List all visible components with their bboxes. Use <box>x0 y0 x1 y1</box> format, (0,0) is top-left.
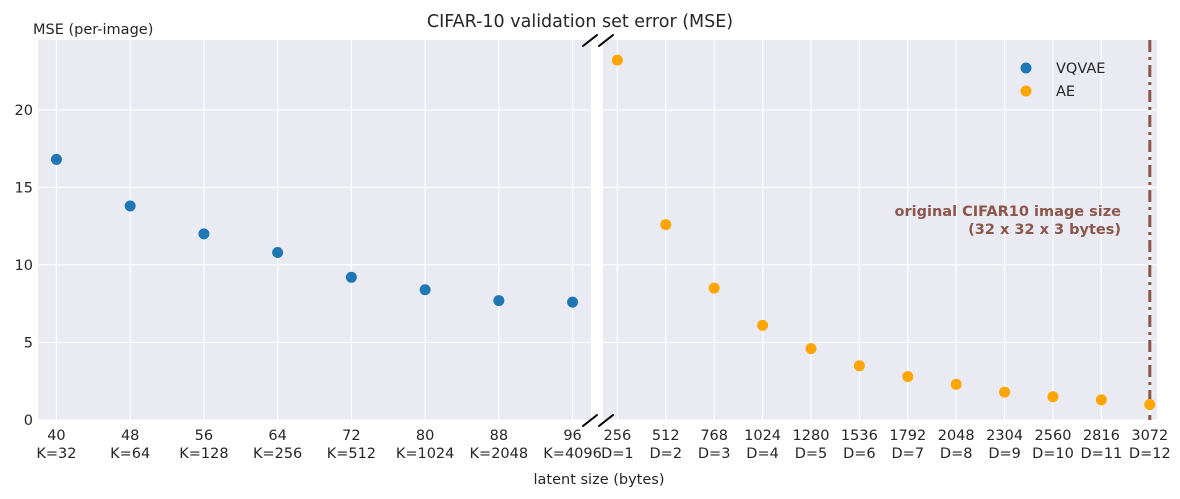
x-tick-label-72: 72 <box>342 428 360 444</box>
x-tick-sublabel-2560: D=10 <box>1032 446 1074 462</box>
chart-title: CIFAR-10 validation set error (MSE) <box>427 12 733 32</box>
point-vqvae-48 <box>124 200 136 212</box>
point-vqvae-80 <box>419 284 431 296</box>
point-ae-1536 <box>853 360 865 372</box>
y-tick-label-0: 0 <box>24 413 33 429</box>
x-tick-label-1536: 1536 <box>841 428 878 444</box>
x-tick-label-80: 80 <box>416 428 434 444</box>
point-ae-512 <box>660 219 672 231</box>
x-tick-sublabel-72: K=512 <box>327 446 376 462</box>
right-plot-background <box>603 40 1157 420</box>
break-mark-bottom-right <box>598 414 614 427</box>
reference-label-line1: original CIFAR10 image size <box>895 204 1122 220</box>
x-tick-sublabel-88: K=2048 <box>470 446 529 462</box>
legend-label-ae: AE <box>1056 84 1075 100</box>
x-tick-sublabel-56: K=128 <box>179 446 228 462</box>
x-tick-sublabel-80: K=1024 <box>396 446 455 462</box>
break-mark-top-left <box>582 34 598 47</box>
point-vqvae-88 <box>493 295 505 307</box>
legend: VQVAE AE <box>1020 61 1105 100</box>
x-tick-sublabel-2304: D=9 <box>988 446 1021 462</box>
x-tick-sublabel-40: K=32 <box>36 446 76 462</box>
point-ae-1280 <box>805 343 817 355</box>
legend-label-vqvae: VQVAE <box>1056 61 1105 77</box>
point-vqvae-40 <box>50 153 62 165</box>
legend-marker-vqvae <box>1020 62 1032 74</box>
point-ae-2048 <box>950 378 962 390</box>
point-ae-3072 <box>1144 398 1156 410</box>
x-tick-sublabel-1280: D=5 <box>795 446 828 462</box>
x-tick-label-2560: 2560 <box>1035 428 1072 444</box>
point-ae-2816 <box>1095 394 1107 406</box>
x-tick-label-96: 96 <box>563 428 581 444</box>
axis-break-marks <box>582 34 614 427</box>
x-tick-label-40: 40 <box>47 428 65 444</box>
reference-annotation: original CIFAR10 image size (32 x 32 x 3… <box>895 204 1122 238</box>
x-tick-sublabel-512: D=2 <box>650 446 683 462</box>
left-plot-background <box>38 40 591 420</box>
x-tick-label-56: 56 <box>195 428 213 444</box>
x-tick-label-1280: 1280 <box>793 428 830 444</box>
point-vqvae-96 <box>567 296 579 308</box>
point-ae-2304 <box>999 386 1011 398</box>
x-tick-label-1024: 1024 <box>744 428 781 444</box>
reference-label-line2: (32 x 32 x 3 bytes) <box>968 222 1121 238</box>
tick-labels: 0 5 10 15 20 40 K=32 48 K=64 56 K=128 64 K=256 72 K=51… <box>15 103 1171 462</box>
y-axis-label: MSE (per-image) <box>33 22 153 38</box>
x-tick-sublabel-64: K=256 <box>253 446 302 462</box>
point-vqvae-64 <box>272 246 284 258</box>
x-tick-label-2816: 2816 <box>1083 428 1120 444</box>
x-tick-sublabel-48: K=64 <box>110 446 150 462</box>
x-tick-label-2048: 2048 <box>938 428 975 444</box>
x-tick-label-64: 64 <box>268 428 286 444</box>
y-tick-label-10: 10 <box>15 258 33 274</box>
break-mark-top-right <box>598 34 614 47</box>
y-tick-label-5: 5 <box>24 335 33 351</box>
x-tick-sublabel-2816: D=11 <box>1081 446 1123 462</box>
x-tick-sublabel-2048: D=8 <box>940 446 973 462</box>
x-tick-sublabel-3072: D=12 <box>1129 446 1171 462</box>
x-tick-sublabel-1536: D=6 <box>843 446 876 462</box>
x-tick-sublabel-256: D=1 <box>601 446 634 462</box>
x-tick-label-48: 48 <box>121 428 139 444</box>
x-tick-label-3072: 3072 <box>1131 428 1168 444</box>
x-tick-label-256: 256 <box>604 428 632 444</box>
x-tick-sublabel-768: D=3 <box>698 446 731 462</box>
x-tick-sublabel-96: K=4096 <box>543 446 602 462</box>
y-tick-label-20: 20 <box>15 103 33 119</box>
x-tick-sublabel-1792: D=7 <box>892 446 925 462</box>
x-tick-label-512: 512 <box>652 428 680 444</box>
y-tick-label-15: 15 <box>15 180 33 196</box>
x-axis-label: latent size (bytes) <box>534 472 665 488</box>
point-vqvae-72 <box>345 271 357 283</box>
point-ae-256 <box>611 54 623 66</box>
point-ae-1024 <box>757 319 769 331</box>
x-tick-label-2304: 2304 <box>986 428 1023 444</box>
x-tick-label-1792: 1792 <box>889 428 926 444</box>
x-tick-label-88: 88 <box>490 428 508 444</box>
x-tick-sublabel-1024: D=4 <box>746 446 779 462</box>
legend-marker-ae <box>1020 85 1032 97</box>
point-vqvae-56 <box>198 228 210 240</box>
point-ae-2560 <box>1047 391 1059 403</box>
grid <box>38 40 1157 421</box>
break-mark-bottom-left <box>582 414 598 427</box>
point-ae-768 <box>708 282 720 294</box>
data-points <box>50 54 1156 410</box>
x-tick-label-768: 768 <box>700 428 728 444</box>
point-ae-1792 <box>902 371 914 383</box>
